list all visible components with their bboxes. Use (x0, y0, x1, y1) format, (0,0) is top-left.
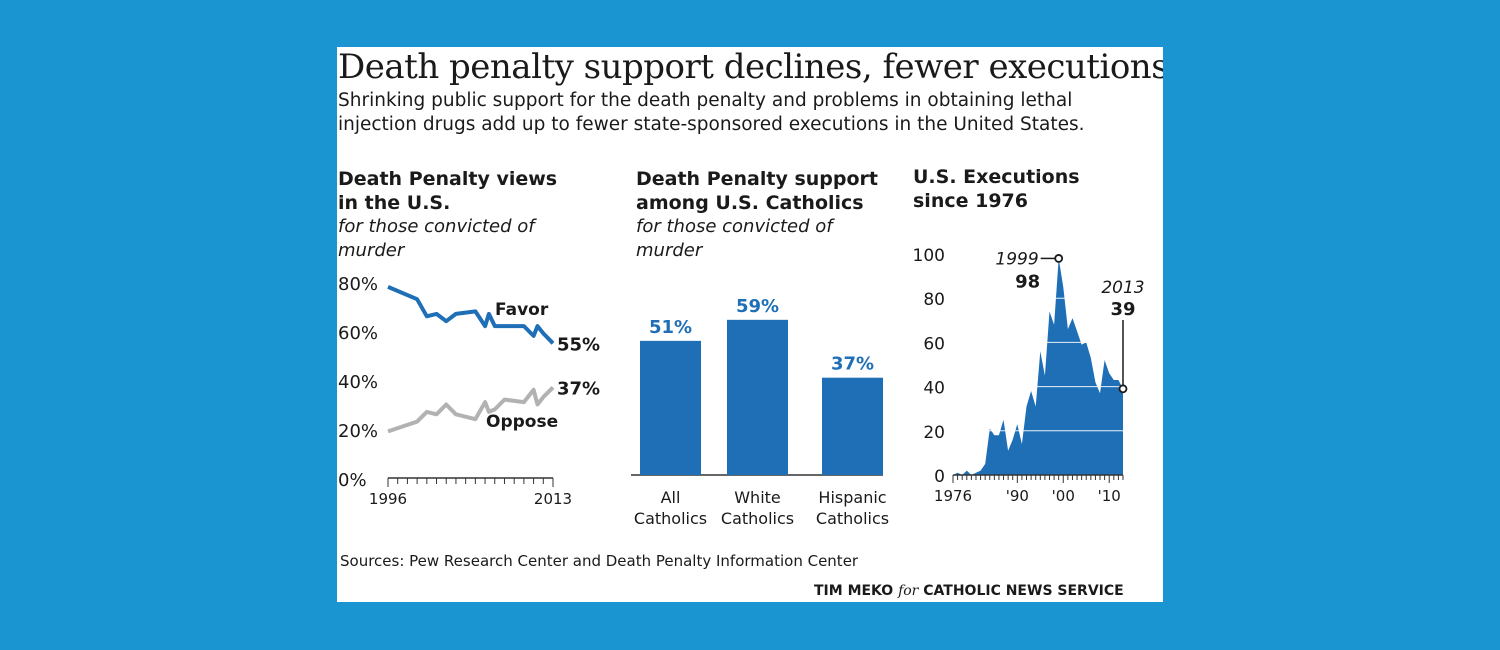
infographic-card: Death penalty support declines, fewer ex… (337, 47, 1163, 602)
catholics-bar (822, 377, 883, 475)
catholics-category-label: Hispanic (818, 488, 886, 507)
executions-annotation-marker (1054, 254, 1064, 263)
executions-y-tick-label: 20 (923, 423, 945, 443)
views-x-tick-label: 2013 (534, 490, 572, 508)
views-chart-title: Death Penalty views in the U.S. (338, 168, 558, 214)
views-y-tick-label: 80% (338, 274, 378, 295)
credit-name: TIM MEKO (814, 583, 894, 599)
executions-x-tick-label: '00 (1052, 487, 1075, 505)
executions-x-tick-label: '10 (1098, 487, 1121, 505)
executions-annotation-value: 39 (1110, 299, 1135, 320)
executions-annotation-year: 2013 (1101, 278, 1144, 298)
catholics-bar (640, 340, 701, 475)
executions-x-tick-label: 1976 (934, 487, 972, 505)
credit-for: for (898, 583, 919, 599)
catholics-category-label: All (661, 488, 681, 507)
views-end-label-favor: 55% (557, 334, 600, 355)
catholics-chart-subtitle: for those convicted of murder (636, 216, 833, 261)
executions-annotation-marker (1118, 384, 1128, 394)
views-end-label-oppose: 37% (557, 378, 600, 399)
catholics-category-label: Catholics (721, 509, 794, 528)
executions-x-tick-label: '90 (1006, 487, 1029, 505)
sources-note: Sources: Pew Research Center and Death P… (340, 552, 859, 570)
headline: Death penalty support declines, fewer ex… (338, 47, 1163, 87)
views-line-chart: 80% 60% 40% 20% 0%1996 2013 55% 37% Favor Oppose (338, 274, 600, 508)
views-series-line-favor (387, 285, 555, 345)
executions-y-tick-label: 100 (913, 246, 945, 266)
views-y-tick-label: 60% (338, 323, 378, 344)
executions-annotation-value: 98 (1015, 271, 1040, 292)
catholics-chart-title: Death Penalty support among U.S. Catholi… (636, 168, 878, 214)
credit-line: TIM MEKO for CATHOLIC NEWS SERVICE (814, 583, 1124, 599)
executions-y-tick-label: 40 (923, 379, 945, 399)
credit-org: CATHOLIC NEWS SERVICE (923, 583, 1124, 599)
catholics-value-label: 59% (736, 296, 779, 317)
catholics-value-label: 37% (831, 354, 874, 375)
executions-chart-title: U.S. Executions since 1976 (913, 166, 1080, 212)
executions-y-tick-label: 0 (934, 467, 945, 487)
executions-y-tick-label: 80 (923, 290, 945, 310)
catholics-bar (727, 319, 788, 475)
catholics-category-label: White (734, 488, 781, 507)
executions-annotation-year: 1999 (995, 249, 1038, 269)
catholics-bar-chart: 51% All Catholics 59% White Catholics 37% Hispa… (631, 296, 889, 528)
executions-y-tick-label: 60 (923, 334, 945, 354)
deck-text: Shrinking public support for the death p… (338, 90, 1085, 135)
views-x-tick-label: 1996 (369, 490, 407, 508)
views-y-tick-label: 0% (338, 470, 367, 491)
views-legend-oppose: Oppose (486, 412, 558, 432)
executions-area (953, 258, 1123, 475)
views-series-line-oppose (387, 385, 555, 434)
catholics-category-label: Catholics (634, 509, 707, 528)
views-y-tick-label: 40% (338, 372, 378, 393)
views-chart-subtitle: for those convicted of murder (338, 216, 535, 261)
views-legend-favor: Favor (495, 300, 549, 320)
views-y-tick-label: 20% (338, 421, 378, 442)
catholics-value-label: 51% (649, 317, 692, 338)
catholics-category-label: Catholics (816, 509, 889, 528)
